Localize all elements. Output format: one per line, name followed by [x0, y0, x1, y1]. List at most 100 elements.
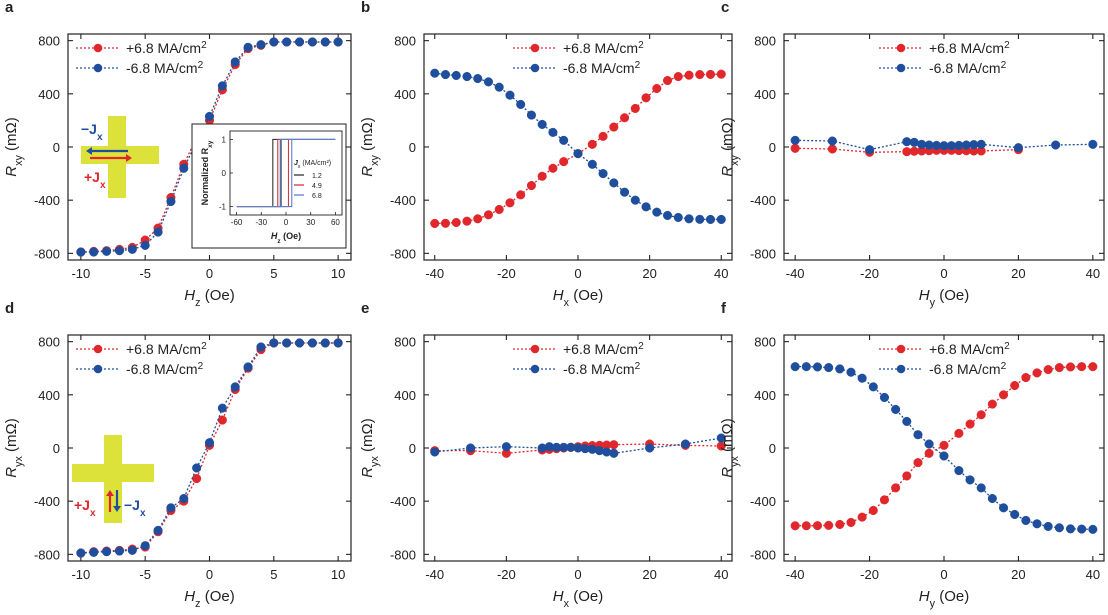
data-point [865, 145, 875, 155]
data-point [494, 82, 504, 92]
inset-legend-title: Jx (MA/cm²) [294, 160, 331, 170]
data-point [505, 198, 515, 208]
inset-x-tick-label: 30 [306, 218, 315, 227]
text-part: b [361, 0, 370, 16]
text-part: 1.2 [312, 173, 322, 180]
text-part: 2 [635, 60, 641, 71]
text-part: 60 [331, 218, 340, 227]
data-point [320, 338, 330, 348]
data-point [307, 338, 317, 348]
data-point [89, 247, 99, 257]
data-point [801, 521, 811, 531]
text-part: 0 [574, 266, 581, 281]
text-part: R [719, 467, 736, 478]
text-part: x [564, 598, 570, 610]
data-point [902, 416, 912, 426]
data-point [548, 127, 558, 137]
x-tick-label: 0 [574, 266, 581, 281]
inset-legend-label: 1.2 [312, 173, 322, 180]
y-tick-label: -800 [750, 246, 776, 261]
data-point [89, 547, 99, 557]
data-point [965, 419, 975, 429]
data-point [282, 37, 292, 47]
x-tick-label: 40 [714, 567, 728, 582]
panel-letter: c [721, 0, 729, 16]
inset-x-tick-label: 0 [284, 218, 289, 227]
y-tick-label: -800 [34, 246, 60, 261]
data-point [939, 440, 949, 450]
x-tick-label: 40 [1086, 567, 1100, 582]
data-point [1013, 143, 1023, 153]
data-point [987, 399, 997, 409]
data-point [641, 202, 651, 212]
data-point [516, 190, 526, 200]
text-part: 800 [38, 335, 60, 350]
text-part: H [553, 287, 564, 304]
x-tick-label: 20 [1011, 266, 1025, 281]
data-point [230, 57, 240, 67]
data-point [913, 458, 923, 468]
data-point [609, 440, 619, 450]
data-point [812, 521, 823, 531]
data-point [673, 71, 683, 82]
y-tick-label: 400 [754, 388, 776, 403]
x-tick-label: -20 [860, 266, 879, 281]
data-point [127, 545, 137, 555]
legend-marker [896, 344, 906, 354]
text-part: 40 [1086, 567, 1100, 582]
data-point [1077, 524, 1087, 534]
text-part: -800 [750, 246, 776, 261]
inset-x-tick-label: -60 [231, 218, 243, 227]
data-point [976, 410, 986, 420]
data-point [965, 475, 975, 485]
y-tick-label: 800 [394, 335, 416, 350]
text-part: 800 [754, 34, 776, 49]
data-point [483, 210, 494, 220]
data-point [684, 214, 694, 224]
data-point [587, 139, 597, 149]
data-point [282, 338, 292, 348]
data-point [846, 367, 856, 377]
data-point [1043, 521, 1053, 531]
text-part: -6.8 MA/cm [126, 361, 198, 377]
data-point [1088, 362, 1098, 372]
text-part: J [294, 160, 299, 167]
data-point [505, 90, 515, 100]
data-point [630, 195, 640, 205]
text-part: -800 [750, 547, 776, 562]
current-label-neg: −Jx [81, 121, 103, 143]
data-point [243, 42, 253, 52]
data-point [684, 70, 694, 80]
panel-letter: e [361, 300, 369, 317]
data-point [127, 244, 137, 254]
text-part: −J [81, 121, 97, 137]
text-part: 2 [201, 341, 207, 352]
data-point [879, 392, 890, 403]
y-tick-label: 0 [409, 441, 416, 456]
x-tick-label: -20 [497, 266, 516, 281]
y-tick-label: -400 [750, 193, 776, 208]
legend-marker [896, 364, 906, 374]
x-tick-label: -20 [497, 567, 516, 582]
data-point [430, 68, 440, 78]
legend-entry: -6.8 MA/cm2 [126, 60, 204, 77]
data-point [559, 157, 569, 167]
data-point [494, 204, 504, 215]
data-point [114, 546, 125, 556]
text-part: +6.8 MA/cm [929, 40, 1004, 56]
data-point [256, 342, 266, 352]
y-axis-label: Ryx (mΩ) [719, 418, 741, 478]
legend-marker [93, 364, 103, 374]
data-point [430, 447, 440, 457]
x-tick-label: 20 [642, 266, 656, 281]
text-part: -20 [497, 567, 516, 582]
inset-legend-label: 6.8 [312, 193, 322, 200]
x-tick-label: 20 [1011, 567, 1025, 582]
text-part: 0 [206, 567, 213, 582]
text-part: (mΩ) [719, 117, 736, 155]
text-part: (Oe) [569, 287, 603, 304]
y-tick-label: -400 [34, 193, 60, 208]
data-point [609, 122, 619, 132]
data-point [695, 69, 705, 80]
